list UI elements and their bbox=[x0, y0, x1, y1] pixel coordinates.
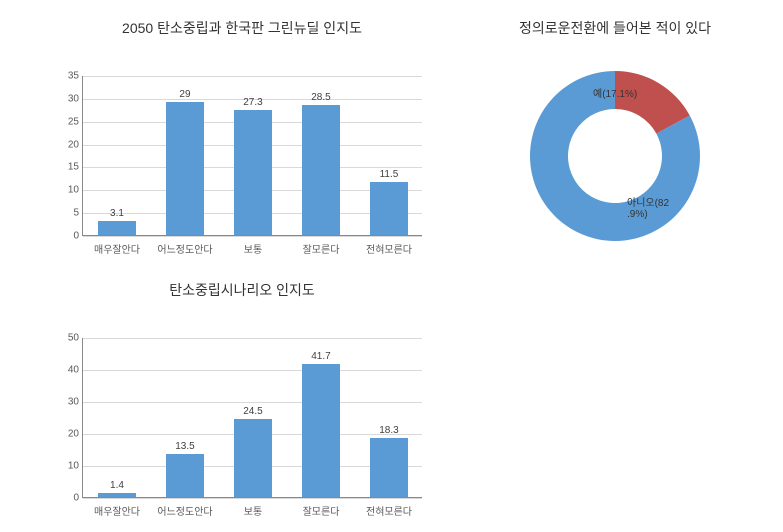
x-category-label: 잘모른다 bbox=[303, 241, 340, 256]
y-tick-label: 0 bbox=[73, 231, 83, 242]
y-tick-label: 50 bbox=[68, 333, 83, 344]
x-category-label: 어느정도안다 bbox=[157, 503, 212, 518]
bar-rect bbox=[370, 438, 407, 497]
bar: 27.3 bbox=[234, 110, 271, 235]
bar-chart-1: 2050 탄소중립과 한국판 그린뉴딜 인지도 051015202530353.… bbox=[52, 18, 432, 46]
bar-rect bbox=[234, 110, 271, 235]
gridline bbox=[83, 370, 422, 371]
bar-rect bbox=[370, 182, 407, 235]
x-category-label: 보통 bbox=[244, 241, 262, 256]
x-category-label: 매우잘안다 bbox=[94, 503, 140, 518]
bar: 13.5 bbox=[166, 454, 203, 497]
y-tick-label: 20 bbox=[68, 139, 83, 150]
x-category-label: 보통 bbox=[244, 503, 262, 518]
bar-rect bbox=[166, 454, 203, 497]
y-tick-label: 40 bbox=[68, 365, 83, 376]
bar-value-label: 13.5 bbox=[175, 441, 194, 452]
x-category-label: 매우잘안다 bbox=[94, 241, 140, 256]
gridline bbox=[83, 76, 422, 77]
bar-value-label: 18.3 bbox=[379, 425, 398, 436]
bar: 1.4 bbox=[98, 493, 135, 497]
bar-value-label: 24.5 bbox=[243, 406, 262, 417]
chart3-title: 정의로운전환에 들어본 적이 있다 bbox=[470, 18, 760, 38]
bar-value-label: 3.1 bbox=[110, 208, 124, 219]
y-tick-label: 10 bbox=[68, 185, 83, 196]
bar-rect bbox=[302, 105, 339, 235]
donut-chart: 정의로운전환에 들어본 적이 있다 예(17.1%) 아니오(82.9%) bbox=[470, 18, 760, 256]
gridline bbox=[83, 498, 422, 499]
chart3-donut: 예(17.1%) 아니오(82.9%) bbox=[470, 46, 760, 256]
bar: 29 bbox=[166, 102, 203, 235]
y-tick-label: 30 bbox=[68, 93, 83, 104]
bar-rect bbox=[234, 419, 271, 497]
x-category-label: 잘모른다 bbox=[303, 503, 340, 518]
x-category-label: 전혀모른다 bbox=[366, 503, 412, 518]
chart1-title: 2050 탄소중립과 한국판 그린뉴딜 인지도 bbox=[52, 18, 432, 38]
bar-value-label: 41.7 bbox=[311, 351, 330, 362]
bar-rect bbox=[98, 493, 135, 497]
y-tick-label: 0 bbox=[73, 493, 83, 504]
y-tick-label: 5 bbox=[73, 208, 83, 219]
bar: 24.5 bbox=[234, 419, 271, 497]
gridline bbox=[83, 402, 422, 403]
bar-rect bbox=[166, 102, 203, 235]
y-tick-label: 30 bbox=[68, 397, 83, 408]
bar-chart-2: 탄소중립시나리오 인지도 010203040501.4매우잘안다13.5어느정도… bbox=[52, 280, 432, 308]
y-tick-label: 20 bbox=[68, 429, 83, 440]
bar: 28.5 bbox=[302, 105, 339, 235]
donut-slice-label: 아니오(82.9%) bbox=[627, 194, 669, 220]
bar-rect bbox=[302, 364, 339, 497]
chart2-title: 탄소중립시나리오 인지도 bbox=[52, 280, 432, 300]
y-tick-label: 35 bbox=[68, 71, 83, 82]
bar: 18.3 bbox=[370, 438, 407, 497]
bar: 11.5 bbox=[370, 182, 407, 235]
bar-value-label: 11.5 bbox=[380, 169, 399, 180]
bar-value-label: 29 bbox=[179, 89, 190, 100]
x-category-label: 전혀모른다 bbox=[366, 241, 412, 256]
y-tick-label: 25 bbox=[68, 116, 83, 127]
bar-value-label: 1.4 bbox=[110, 480, 124, 491]
donut-svg bbox=[470, 46, 760, 286]
y-tick-label: 15 bbox=[68, 162, 83, 173]
bar-value-label: 28.5 bbox=[311, 92, 330, 103]
gridline bbox=[83, 338, 422, 339]
bar-value-label: 27.3 bbox=[243, 97, 262, 108]
bar: 3.1 bbox=[98, 221, 135, 235]
bar-rect bbox=[98, 221, 135, 235]
bar: 41.7 bbox=[302, 364, 339, 497]
donut-slice-label: 예(17.1%) bbox=[593, 85, 637, 100]
x-category-label: 어느정도안다 bbox=[157, 241, 212, 256]
gridline bbox=[83, 236, 422, 237]
y-tick-label: 10 bbox=[68, 461, 83, 472]
